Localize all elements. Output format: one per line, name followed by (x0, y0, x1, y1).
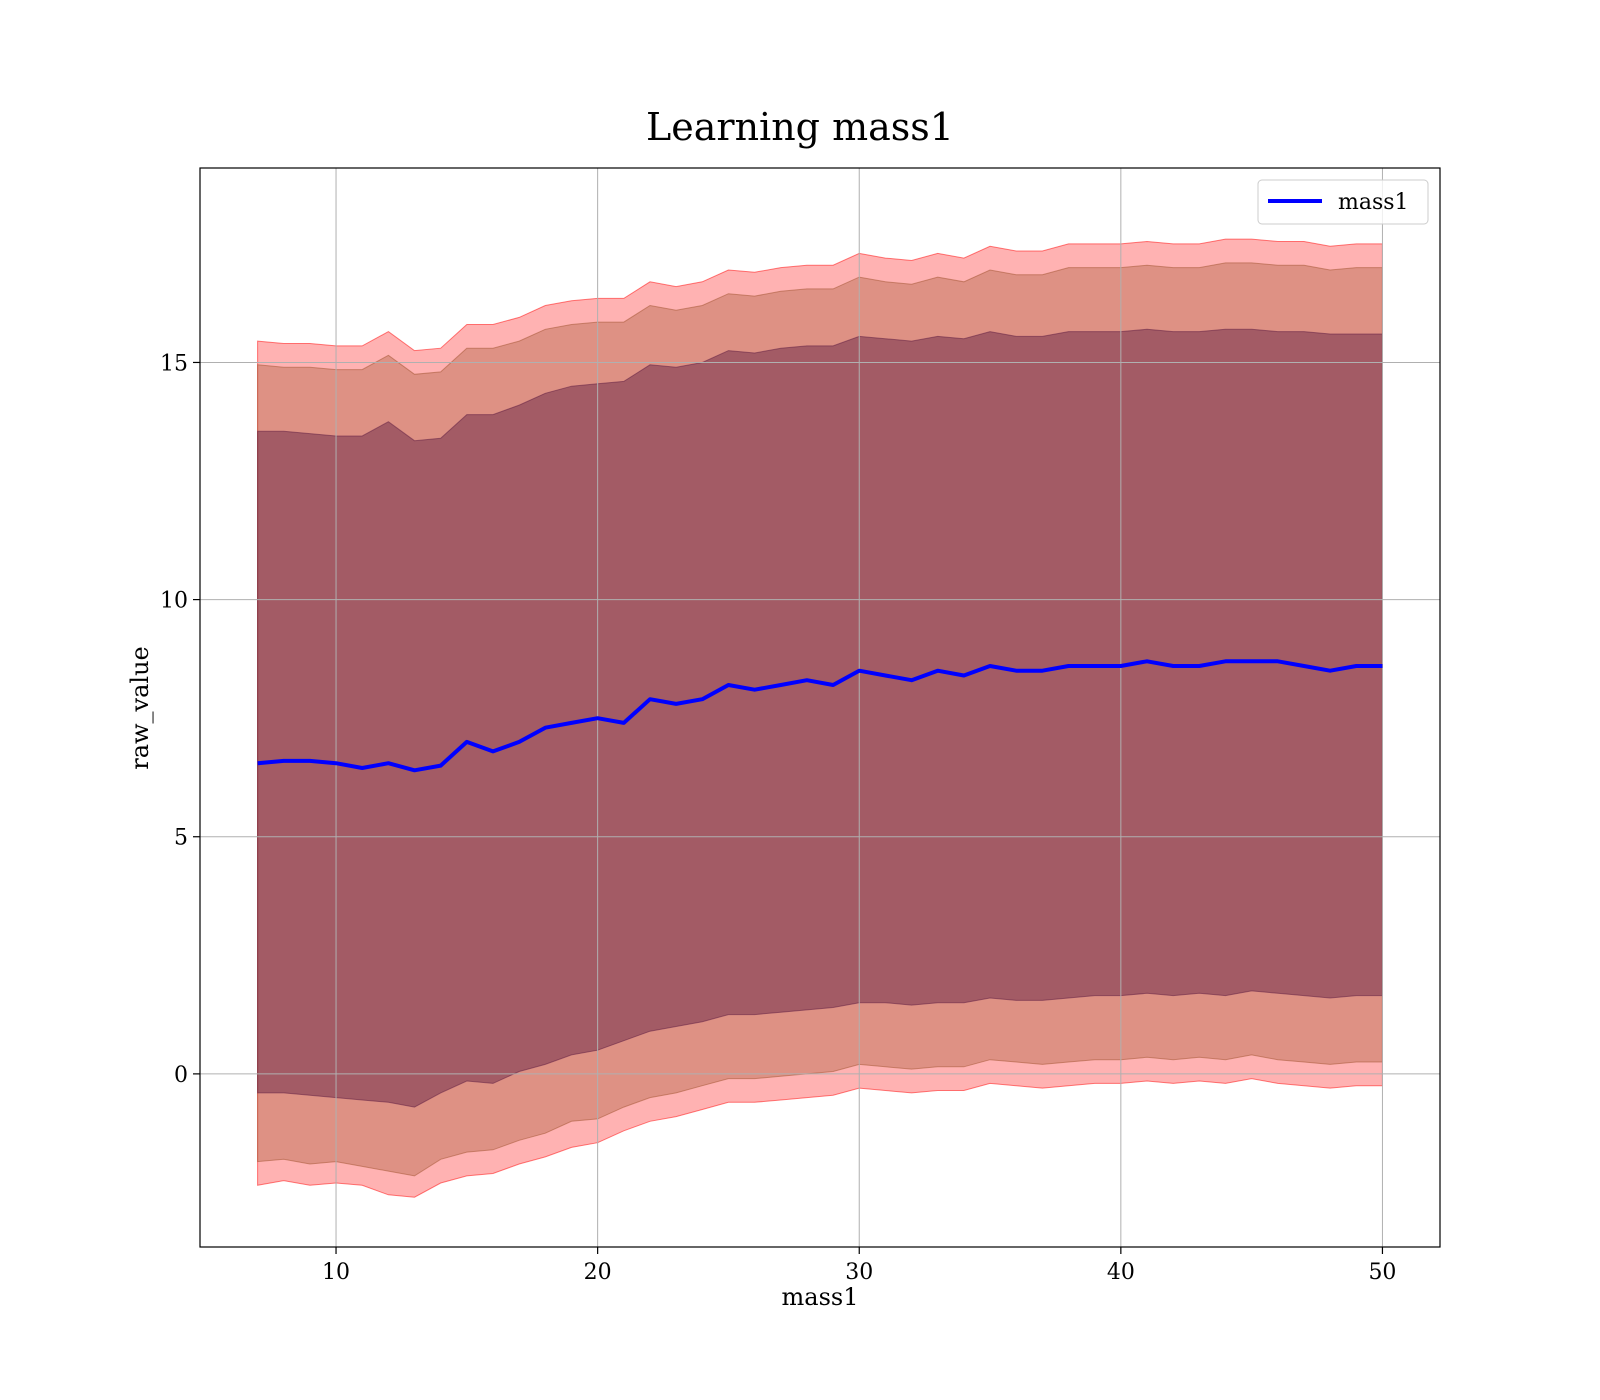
x-axis-ticks: 10 20 30 40 50 (322, 1247, 1396, 1285)
grid-lines (200, 168, 1440, 1247)
x-tick-label: 10 (322, 1260, 350, 1285)
y-tick-label: 5 (174, 826, 188, 851)
series-lines (257, 659, 1383, 773)
confidence-bands (257, 238, 1383, 1198)
legend: mass1 (1257, 179, 1429, 225)
x-tick-label: 40 (1107, 1260, 1135, 1285)
x-tick-label: 20 (584, 1260, 612, 1285)
band-2 (257, 328, 1383, 1108)
plot-frame (199, 167, 1441, 1248)
x-axis-label: mass1 (782, 1283, 859, 1311)
legend-box (1257, 179, 1429, 225)
legend-label-mass1: mass1 (1338, 190, 1409, 215)
series-line-mass1 (257, 659, 1383, 773)
y-tick-label: 10 (160, 589, 188, 614)
chart-title: Learning mass1 (646, 105, 954, 149)
y-tick-label: 15 (160, 351, 188, 376)
y-axis-ticks: 0 5 10 15 (160, 351, 200, 1088)
x-tick-label: 30 (845, 1260, 873, 1285)
y-tick-label: 0 (174, 1063, 188, 1088)
y-axis-label: raw_value (126, 646, 154, 770)
x-tick-label: 50 (1368, 1260, 1396, 1285)
